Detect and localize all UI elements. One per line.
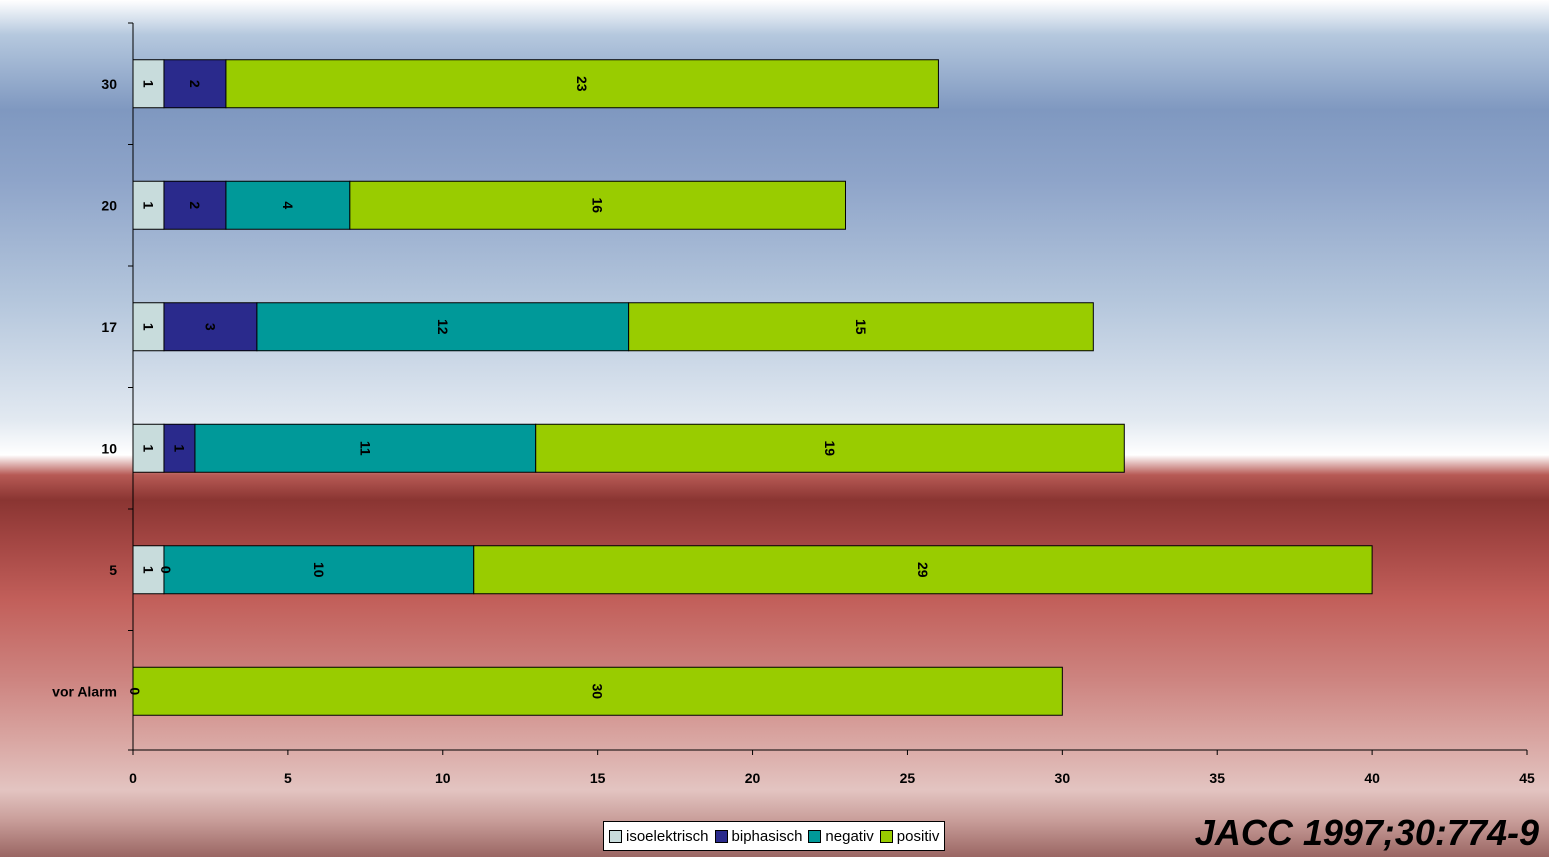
x-tick-label: 30 — [1055, 770, 1071, 786]
data-label: 10 — [311, 562, 327, 578]
legend-swatch — [715, 830, 728, 843]
legend: isoelektrisch biphasisch negativ positiv — [603, 821, 945, 851]
data-label: 12 — [435, 319, 451, 335]
category-label: vor Alarm — [52, 683, 117, 699]
bars — [133, 60, 1372, 716]
data-label: 15 — [853, 319, 869, 335]
x-tick-label: 45 — [1519, 770, 1535, 786]
data-label: 29 — [915, 562, 931, 578]
data-label: 16 — [590, 197, 606, 213]
legend-swatch — [808, 830, 821, 843]
data-label: 1 — [171, 444, 187, 452]
x-tick-label: 5 — [284, 770, 292, 786]
legend-item: biphasisch — [715, 828, 803, 845]
data-label: 30 — [590, 683, 606, 699]
legend-label: biphasisch — [732, 828, 803, 845]
data-label: 1 — [140, 566, 156, 574]
data-label: 19 — [822, 440, 838, 456]
legend-item: isoelektrisch — [609, 828, 709, 845]
category-label: 5 — [109, 562, 117, 578]
x-tick-label: 20 — [745, 770, 761, 786]
citation: JACC 1997;30:774-9 — [1195, 812, 1539, 854]
data-label: 2 — [187, 80, 203, 88]
data-label: 23 — [574, 76, 590, 92]
category-label: 17 — [101, 319, 117, 335]
legend-label: negativ — [825, 828, 873, 845]
data-label: 0 — [158, 566, 174, 574]
legend-item: positiv — [880, 828, 940, 845]
category-label: 10 — [101, 440, 117, 456]
data-label: 3 — [202, 323, 218, 331]
legend-item: negativ — [808, 828, 873, 845]
x-tick-label: 35 — [1209, 770, 1225, 786]
category-label: 20 — [101, 197, 117, 213]
data-label: 11 — [357, 441, 373, 456]
data-label: 4 — [280, 201, 296, 209]
data-label: 1 — [140, 323, 156, 331]
x-tick-label: 25 — [900, 770, 916, 786]
legend-label: isoelektrisch — [626, 828, 709, 845]
x-tick-label: 10 — [435, 770, 451, 786]
data-label: 0 — [127, 687, 143, 695]
data-labels: 1 2 231 2 4 161 3 12 151 1 11 191 0 10 290 30 — [127, 76, 931, 699]
data-label: 2 — [187, 201, 203, 209]
x-tick-label: 40 — [1364, 770, 1380, 786]
legend-label: positiv — [897, 828, 940, 845]
data-label: 1 — [140, 201, 156, 209]
data-label: 1 — [140, 80, 156, 88]
data-label: 1 — [140, 444, 156, 452]
x-tick-label: 15 — [590, 770, 606, 786]
category-label: 30 — [101, 76, 117, 92]
x-tick-label: 0 — [129, 770, 137, 786]
legend-swatch — [609, 830, 622, 843]
legend-swatch — [880, 830, 893, 843]
